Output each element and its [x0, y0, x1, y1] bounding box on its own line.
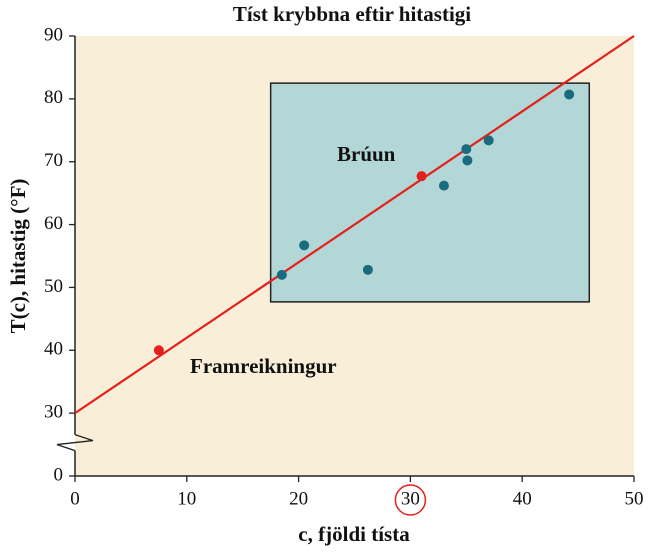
data-point: [438, 180, 449, 191]
y-tick-label: 0: [54, 464, 64, 485]
data-point: [276, 269, 287, 280]
fit-line: [74, 35, 635, 415]
axis-break: [56, 433, 94, 452]
annotation: Brúun: [337, 142, 396, 166]
region-box: [269, 82, 591, 303]
data-point: [483, 135, 494, 146]
data-point: [564, 89, 575, 100]
y-tick-label: 90: [44, 24, 63, 45]
y-axis-label: T(c), hitastig (°F): [6, 179, 30, 334]
data-point: [416, 171, 427, 182]
x-tick-label: 30: [401, 488, 420, 509]
data-point: [461, 144, 472, 155]
y-tick-label: 70: [44, 150, 63, 171]
x-tick-label: 50: [625, 488, 644, 509]
x-tick-label: 10: [177, 488, 196, 509]
tick-highlight: [394, 484, 427, 516]
x-axis-label: c, fjöldi tísta: [298, 522, 410, 546]
data-point: [299, 240, 310, 251]
chart-title: Tíst krybbna eftir hitastigi: [233, 2, 471, 26]
y-tick-label: 30: [44, 402, 63, 423]
data-point: [153, 345, 164, 356]
x-tick-label: 0: [70, 488, 80, 509]
annotation: Framreikningur: [190, 354, 337, 378]
y-tick-label: 50: [44, 276, 63, 297]
x-tick-label: 40: [513, 488, 532, 509]
y-tick-label: 60: [44, 213, 63, 234]
y-tick-label: 40: [44, 339, 63, 360]
y-tick-label: 80: [44, 87, 63, 108]
x-tick-label: 20: [289, 488, 308, 509]
data-point: [462, 155, 473, 166]
data-point: [362, 264, 373, 275]
